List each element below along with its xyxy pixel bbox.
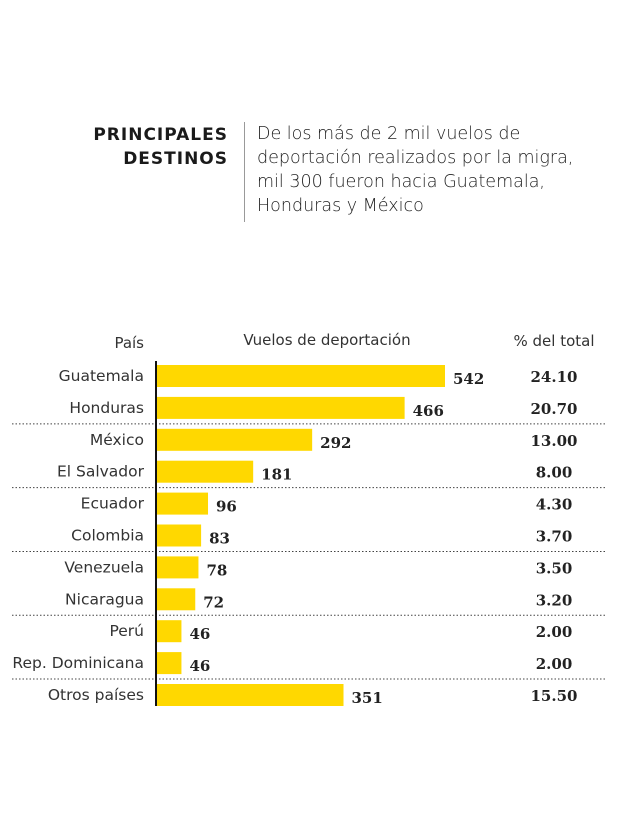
percent-label: 3.50 (536, 559, 573, 577)
bar (157, 652, 182, 675)
value-label: 351 (352, 689, 383, 707)
title-line-2: DESTINOS (123, 149, 228, 169)
category-label: Perú (109, 622, 144, 640)
value-label: 466 (413, 402, 444, 420)
header-flights: Vuelos de deportación (243, 331, 410, 349)
category-label: Venezuela (64, 558, 144, 576)
bar (157, 620, 182, 643)
value-label: 96 (216, 498, 237, 516)
bar (157, 684, 344, 706)
bar (157, 365, 445, 387)
percent-label: 3.20 (536, 591, 573, 609)
bar (157, 428, 313, 451)
percent-label: 2.00 (536, 623, 573, 641)
category-label: México (90, 431, 144, 449)
percent-label: 8.00 (536, 464, 573, 482)
bar (157, 396, 405, 419)
value-label: 292 (320, 434, 351, 452)
category-label: El Salvador (57, 463, 145, 481)
value-label: 181 (261, 466, 292, 484)
bar (157, 556, 199, 579)
value-label: 72 (203, 593, 224, 611)
bar (157, 492, 209, 515)
category-label: Ecuador (81, 495, 145, 513)
header-country: País (114, 334, 144, 352)
percent-label: 13.00 (531, 432, 578, 450)
percent-label: 4.30 (536, 496, 573, 514)
title-divider (244, 122, 245, 222)
percent-label: 20.70 (531, 400, 578, 418)
bar (157, 460, 254, 483)
value-label: 46 (189, 657, 210, 675)
chart-title: PRINCIPALES DESTINOS (93, 123, 228, 171)
bar (157, 588, 196, 611)
bar (157, 524, 202, 547)
category-label: Nicaragua (65, 590, 144, 608)
percent-label: 3.70 (536, 528, 573, 546)
category-label: Guatemala (59, 367, 144, 385)
chart-subtitle: De los más de 2 mil vuelos de deportació… (257, 124, 574, 216)
percent-label: 15.50 (531, 687, 578, 705)
value-label: 542 (453, 370, 484, 388)
percent-label: 2.00 (536, 655, 573, 673)
category-label: Colombia (71, 527, 144, 545)
category-label: Otros países (48, 686, 144, 704)
category-label: Rep. Dominicana (12, 654, 144, 672)
category-label: Honduras (69, 399, 144, 417)
header-percent: % del total (513, 332, 594, 350)
value-label: 78 (206, 561, 227, 579)
title-line-1: PRINCIPALES (93, 125, 228, 145)
percent-label: 24.10 (531, 368, 578, 386)
value-label: 83 (209, 530, 230, 548)
value-label: 46 (189, 625, 210, 643)
